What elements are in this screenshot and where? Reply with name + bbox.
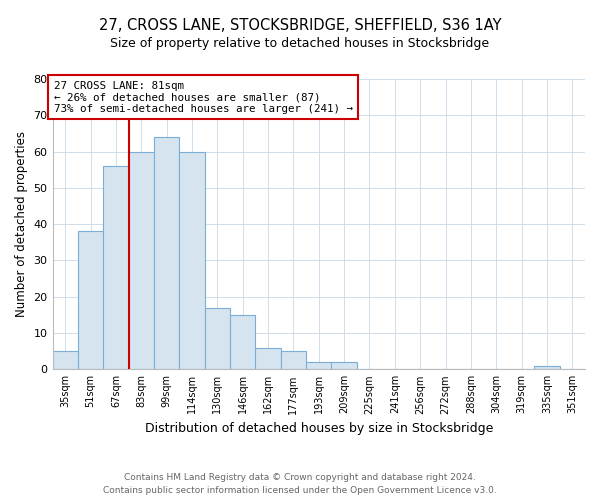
- Bar: [230, 315, 256, 370]
- Bar: [205, 308, 230, 370]
- Bar: [128, 152, 154, 370]
- Text: Size of property relative to detached houses in Stocksbridge: Size of property relative to detached ho…: [110, 38, 490, 51]
- Bar: [534, 366, 560, 370]
- Y-axis label: Number of detached properties: Number of detached properties: [15, 131, 28, 317]
- Bar: [306, 362, 331, 370]
- Text: Contains HM Land Registry data © Crown copyright and database right 2024.: Contains HM Land Registry data © Crown c…: [124, 472, 476, 482]
- Text: 27, CROSS LANE, STOCKSBRIDGE, SHEFFIELD, S36 1AY: 27, CROSS LANE, STOCKSBRIDGE, SHEFFIELD,…: [99, 18, 501, 32]
- Bar: [78, 232, 103, 370]
- Bar: [331, 362, 357, 370]
- Text: 27 CROSS LANE: 81sqm
← 26% of detached houses are smaller (87)
73% of semi-detac: 27 CROSS LANE: 81sqm ← 26% of detached h…: [54, 81, 353, 114]
- Bar: [179, 152, 205, 370]
- Bar: [154, 137, 179, 370]
- Bar: [103, 166, 128, 370]
- Bar: [281, 351, 306, 370]
- Text: Contains public sector information licensed under the Open Government Licence v3: Contains public sector information licen…: [103, 486, 497, 495]
- Bar: [256, 348, 281, 370]
- Bar: [53, 351, 78, 370]
- X-axis label: Distribution of detached houses by size in Stocksbridge: Distribution of detached houses by size …: [145, 422, 493, 435]
